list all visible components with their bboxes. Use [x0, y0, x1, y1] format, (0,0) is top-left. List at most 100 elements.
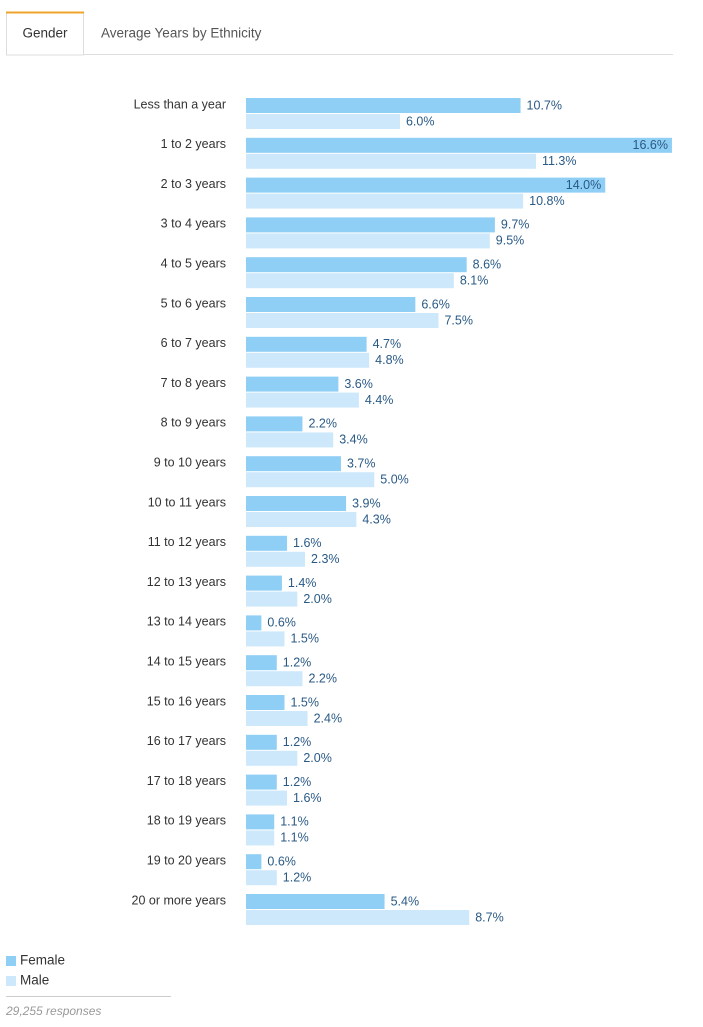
- category-label: 2 to 3 years: [161, 177, 226, 191]
- value-label: 3.4%: [339, 433, 368, 447]
- value-label: 8.1%: [460, 273, 489, 287]
- category-label: 11 to 12 years: [148, 535, 226, 549]
- bar: [246, 535, 288, 551]
- value-label: 4.3%: [362, 512, 391, 526]
- category-label: 16 to 17 years: [147, 734, 226, 748]
- tab[interactable]: Gender: [22, 26, 68, 41]
- value-label: 6.6%: [421, 297, 450, 311]
- value-label: 1.2%: [283, 735, 312, 749]
- bar: [246, 910, 470, 925]
- category-label: 9 to 10 years: [154, 455, 226, 469]
- bar: [246, 695, 285, 710]
- bar: [246, 854, 262, 870]
- bar: [246, 193, 524, 209]
- value-label: 11.3%: [542, 154, 577, 168]
- category-label: 3 to 4 years: [161, 217, 226, 231]
- value-label: 7.5%: [444, 313, 473, 327]
- active-tab-box: [6, 11, 84, 56]
- bar: [246, 615, 262, 631]
- bar: [246, 814, 275, 830]
- value-label: 0.6%: [267, 854, 296, 868]
- value-label: 0.6%: [267, 616, 296, 630]
- value-label: 10.8%: [529, 194, 564, 208]
- value-label: 5.4%: [391, 894, 420, 908]
- bar: [246, 313, 439, 328]
- category-label: 18 to 19 years: [147, 814, 226, 828]
- value-label: 3.9%: [352, 496, 381, 510]
- bar: [246, 137, 672, 153]
- bar: [246, 217, 495, 233]
- value-label: 8.6%: [473, 257, 502, 271]
- category-label: 10 to 11 years: [148, 495, 226, 509]
- bar: [246, 177, 606, 193]
- value-label: 6.0%: [406, 114, 435, 128]
- bar: [246, 456, 341, 472]
- bar: [246, 655, 277, 671]
- category-label: 14 to 15 years: [147, 654, 226, 668]
- bar: [246, 870, 277, 886]
- bar: [246, 297, 416, 312]
- category-label: 17 to 18 years: [147, 774, 226, 788]
- footer: 29,255 responses: [5, 1004, 101, 1018]
- bar: [246, 114, 400, 129]
- bar: [246, 830, 275, 846]
- bar: [246, 894, 385, 909]
- value-label: 1.1%: [280, 831, 309, 845]
- category-label: 8 to 9 years: [161, 416, 226, 430]
- value-label: 8.7%: [475, 910, 504, 924]
- value-label: 4.4%: [365, 393, 394, 407]
- category-label: 15 to 16 years: [147, 694, 226, 708]
- bar: [246, 774, 277, 790]
- value-label: 1.2%: [283, 870, 312, 884]
- value-label: 1.5%: [290, 695, 319, 709]
- bar: [246, 512, 357, 527]
- bar: [246, 432, 334, 448]
- bar: [246, 233, 490, 249]
- category-label: 1 to 2 years: [161, 137, 226, 151]
- value-label: 2.0%: [303, 751, 332, 765]
- value-label: 2.2%: [308, 417, 337, 431]
- category-label: 20 or more years: [132, 893, 226, 907]
- legend-swatch: [6, 976, 16, 986]
- bar: [246, 496, 347, 511]
- bar: [246, 790, 288, 806]
- value-label: 4.8%: [375, 353, 404, 367]
- legend-label: Male: [20, 973, 49, 988]
- value-label: 2.2%: [308, 671, 337, 685]
- category-label: 13 to 14 years: [147, 615, 226, 629]
- value-label: 1.6%: [293, 536, 322, 550]
- value-label: 1.4%: [288, 576, 317, 590]
- category-label: 12 to 13 years: [147, 575, 226, 589]
- value-label: 9.7%: [501, 218, 529, 232]
- bar: [246, 671, 303, 687]
- bar: [246, 336, 367, 352]
- bar: [246, 591, 298, 607]
- value-label: 14.0%: [566, 178, 601, 192]
- bar: [246, 472, 375, 488]
- bar: [246, 98, 521, 113]
- value-label: 1.1%: [280, 815, 309, 829]
- category-label: 5 to 6 years: [161, 296, 226, 310]
- value-label: 10.7%: [527, 98, 562, 112]
- value-label: 1.2%: [283, 655, 312, 669]
- bar: [246, 551, 306, 567]
- tab[interactable]: Average Years by Ethnicity: [101, 26, 262, 41]
- bar: [246, 153, 536, 169]
- bar: [246, 257, 467, 273]
- value-label: 9.5%: [496, 234, 525, 248]
- bar: [246, 416, 303, 432]
- bar: [246, 631, 285, 647]
- bar: [246, 711, 308, 726]
- bar: [246, 392, 359, 408]
- value-label: 2.4%: [314, 711, 343, 725]
- category-label: 19 to 20 years: [147, 853, 226, 867]
- value-label: 3.6%: [344, 377, 373, 391]
- bar: [246, 734, 277, 750]
- category-label: 4 to 5 years: [161, 256, 226, 270]
- value-label: 16.6%: [633, 138, 668, 152]
- bar: [246, 352, 370, 368]
- value-label: 4.7%: [373, 337, 402, 351]
- bar: [246, 750, 298, 766]
